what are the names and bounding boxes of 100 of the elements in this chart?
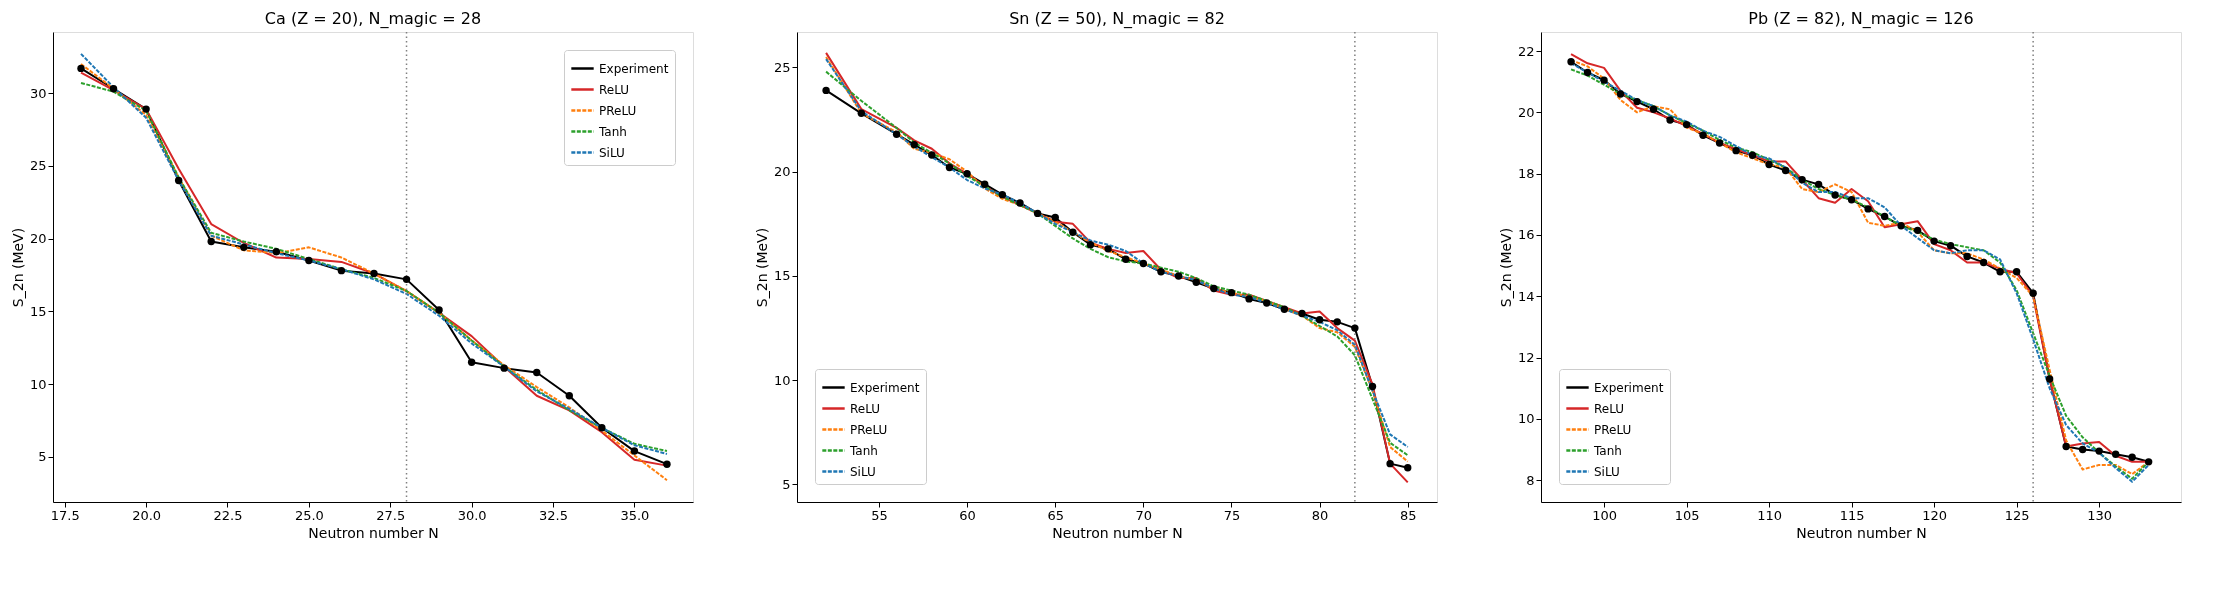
point	[1649, 105, 1658, 113]
y-tick-label: 15	[29, 303, 47, 319]
point	[1368, 382, 1377, 391]
y-tick-label: 5	[38, 449, 47, 465]
x-axis-title: Neutron number N	[308, 524, 439, 541]
point	[928, 151, 936, 159]
y-tick-label: 14	[1517, 288, 1535, 304]
point	[1897, 222, 1905, 230]
point	[2111, 450, 2120, 458]
point	[467, 358, 476, 367]
x-tick-label: 30.0	[457, 507, 487, 523]
point	[1315, 316, 1324, 324]
point	[1104, 245, 1112, 253]
legend-label: Experiment	[1594, 380, 1664, 395]
point	[1765, 160, 1773, 169]
x-tick-label: 25.0	[294, 507, 324, 523]
chart-title: Ca (Z = 20), N_magic = 28	[264, 9, 482, 30]
y-tick-label: 22	[1517, 43, 1535, 59]
legend-label: PReLU	[1594, 422, 1632, 437]
y-tick-label: 25	[773, 59, 791, 75]
point	[533, 368, 541, 377]
point	[1404, 464, 1412, 472]
point	[1263, 299, 1271, 307]
point	[337, 266, 346, 275]
point	[945, 163, 954, 172]
point	[1880, 212, 1889, 221]
x-tick-label: 130	[2087, 507, 2113, 523]
legend-label: ReLU	[599, 82, 630, 97]
legend-label: Experiment	[599, 61, 669, 76]
y-tick-label: 5	[782, 476, 791, 492]
point	[240, 243, 248, 252]
point	[1748, 151, 1757, 159]
point	[1616, 90, 1625, 98]
legend-label: ReLU	[1594, 401, 1625, 416]
point	[1946, 241, 1955, 250]
y-tick-label: 18	[1517, 166, 1535, 182]
point	[142, 105, 150, 113]
point	[2062, 442, 2070, 451]
point	[1069, 228, 1077, 236]
point	[207, 237, 215, 246]
point	[1386, 459, 1394, 468]
x-tick-label: 22.5	[213, 507, 243, 523]
x-tick-label: 115	[1839, 507, 1865, 523]
point	[663, 460, 671, 468]
y-tick-label: 25	[29, 158, 47, 174]
point	[981, 180, 989, 188]
x-tick-label: 17.5	[50, 507, 80, 523]
y-tick-label: 20	[29, 231, 47, 247]
y-tick-label: 10	[1517, 411, 1535, 427]
point	[1699, 131, 1707, 140]
legend-label: PReLU	[599, 103, 637, 118]
point	[1666, 116, 1674, 124]
point	[1831, 191, 1839, 199]
legend-label: PReLU	[850, 422, 888, 437]
point	[1192, 278, 1200, 286]
point	[892, 130, 901, 138]
point	[2045, 375, 2054, 383]
point	[1245, 295, 1253, 303]
point	[305, 256, 313, 265]
point	[1781, 166, 1790, 175]
point	[370, 269, 378, 278]
point	[1122, 255, 1130, 263]
point	[1033, 209, 1042, 218]
point	[435, 306, 443, 314]
point	[1682, 120, 1691, 129]
legend-label: SiLU	[1594, 464, 1620, 479]
point	[630, 447, 639, 455]
point	[1996, 268, 2004, 276]
point	[109, 85, 118, 93]
y-tick-label: 15	[773, 268, 791, 284]
point	[1583, 68, 1592, 77]
point	[1913, 226, 1922, 235]
y-tick-label: 20	[773, 164, 791, 180]
point	[2029, 289, 2037, 297]
legend-label: Experiment	[850, 380, 920, 395]
point	[1139, 259, 1148, 268]
point	[1227, 288, 1236, 297]
point	[1633, 97, 1641, 106]
legend-label: SiLU	[599, 145, 625, 160]
point	[1086, 240, 1095, 249]
legend-label: ReLU	[850, 401, 881, 416]
x-tick-label: 35.0	[620, 507, 650, 523]
point	[174, 176, 183, 185]
y-tick-label: 10	[773, 372, 791, 388]
point	[1732, 146, 1740, 155]
x-tick-label: 85	[1399, 507, 1417, 523]
chart-title: Pb (Z = 82), N_magic = 126	[1748, 9, 1974, 30]
legend-label: SiLU	[850, 464, 876, 479]
point	[1210, 284, 1218, 293]
point	[598, 424, 606, 432]
point	[1351, 324, 1359, 332]
x-tick-label: 32.5	[539, 507, 568, 523]
point	[1016, 199, 1024, 207]
legend-label: Tanh	[849, 443, 878, 458]
point	[1600, 76, 1608, 84]
x-tick-label: 120	[1922, 507, 1948, 523]
x-tick-label: 80	[1311, 507, 1329, 523]
x-tick-label: 100	[1592, 507, 1617, 523]
point	[857, 109, 866, 118]
point	[1157, 268, 1165, 276]
